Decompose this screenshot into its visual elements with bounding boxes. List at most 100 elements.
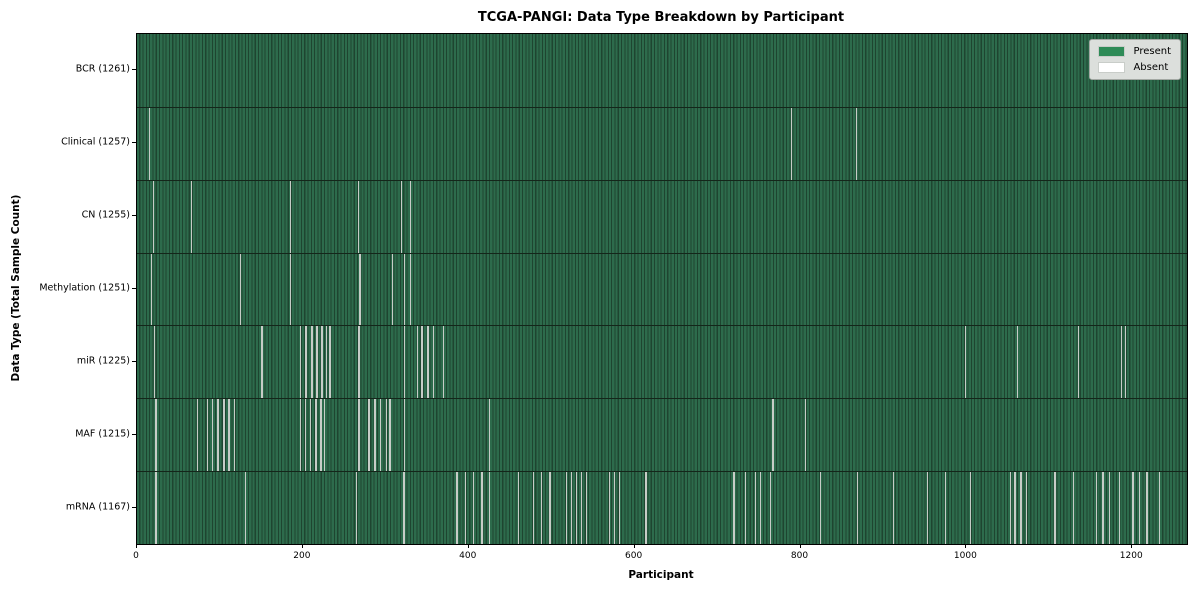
- absent-mark: [464, 472, 466, 544]
- absent-mark: [926, 472, 928, 544]
- absent-mark: [311, 326, 313, 399]
- absent-mark: [239, 253, 242, 326]
- y-tick-label-MAF: MAF (1215): [75, 428, 130, 440]
- absent-mark: [234, 399, 236, 472]
- absent-mark: [565, 472, 568, 544]
- x-tick-mark: [633, 544, 635, 548]
- absent-swatch-icon: [1098, 62, 1126, 73]
- absent-mark: [1138, 472, 1141, 544]
- x-tick-mark: [467, 544, 469, 548]
- absent-mark: [190, 180, 193, 253]
- absent-mark: [549, 472, 551, 544]
- x-axis-label: Participant: [628, 569, 694, 581]
- absent-mark: [819, 472, 821, 544]
- absent-mark: [532, 472, 534, 544]
- absent-mark: [359, 253, 361, 326]
- absent-mark: [804, 399, 807, 472]
- absent-mark: [304, 399, 306, 472]
- y-tick-label-Methylation: Methylation (1251): [39, 282, 130, 294]
- absent-mark: [645, 472, 647, 544]
- absent-mark: [1026, 472, 1028, 544]
- x-tick-label-0: 0: [133, 551, 139, 561]
- absent-mark: [608, 472, 611, 544]
- legend-item-absent: Absent: [1098, 62, 1171, 73]
- y-tick-mark: [132, 506, 136, 508]
- absent-mark: [416, 326, 418, 399]
- absent-mark: [772, 399, 774, 472]
- absent-mark: [1020, 472, 1022, 544]
- absent-mark: [309, 399, 311, 472]
- absent-mark: [326, 326, 328, 399]
- absent-mark: [316, 326, 318, 399]
- x-tick-mark: [965, 544, 967, 548]
- absent-mark: [305, 326, 307, 399]
- x-tick-label-200: 200: [293, 551, 311, 561]
- absent-mark: [389, 399, 391, 472]
- legend-item-present: Present: [1098, 46, 1171, 57]
- legend: Present Absent: [1089, 39, 1181, 80]
- absent-mark: [155, 472, 157, 544]
- absent-mark: [488, 399, 491, 472]
- absent-mark: [1009, 472, 1011, 544]
- absent-mark: [358, 399, 360, 472]
- legend-label: Absent: [1133, 62, 1169, 73]
- absent-mark: [769, 472, 772, 544]
- absent-mark: [1095, 472, 1098, 544]
- absent-mark: [964, 326, 967, 399]
- absent-mark: [754, 472, 757, 544]
- y-tick-mark: [132, 288, 136, 289]
- absent-mark: [148, 107, 150, 180]
- absent-mark: [404, 399, 406, 472]
- y-tick-label-mRNA: mRNA (1167): [65, 501, 130, 513]
- absent-mark: [357, 180, 359, 253]
- absent-mark: [329, 326, 331, 399]
- x-tick-mark: [799, 544, 801, 548]
- absent-mark: [391, 253, 393, 326]
- absent-mark: [1120, 326, 1123, 399]
- absent-mark: [517, 472, 520, 544]
- absent-mark: [944, 472, 947, 544]
- absent-mark: [299, 399, 301, 472]
- present-swatch-icon: [1098, 46, 1126, 57]
- absent-mark: [223, 399, 225, 472]
- absent-mark: [472, 472, 475, 544]
- absent-mark: [1077, 326, 1079, 399]
- absent-mark: [323, 399, 325, 472]
- chart-title: TCGA-PANGI: Data Type Breakdown by Parti…: [477, 10, 845, 25]
- x-tick-mark: [136, 544, 137, 548]
- absent-mark: [206, 399, 209, 472]
- absent-mark: [1014, 472, 1016, 544]
- y-tick-mark: [132, 215, 136, 217]
- absent-mark: [443, 326, 445, 399]
- y-tick-mark: [132, 69, 136, 71]
- absent-mark: [433, 326, 435, 399]
- absent-mark: [153, 326, 155, 399]
- absent-mark: [1124, 326, 1127, 399]
- absent-mark: [540, 472, 543, 544]
- absent-mark: [969, 472, 972, 544]
- row-MAF: [137, 398, 1187, 472]
- absent-mark: [404, 326, 406, 399]
- absent-mark: [380, 399, 382, 472]
- x-tick-mark: [301, 544, 303, 548]
- absent-mark: [585, 472, 588, 544]
- absent-mark: [1016, 326, 1019, 399]
- absent-mark: [421, 326, 423, 399]
- absent-mark: [228, 399, 230, 472]
- absent-mark: [409, 180, 412, 253]
- absent-mark: [580, 472, 583, 544]
- absent-mark: [374, 399, 376, 472]
- plot-area: [136, 33, 1188, 545]
- absent-mark: [261, 326, 263, 399]
- absent-mark: [321, 326, 323, 399]
- absent-mark: [217, 399, 219, 472]
- absent-mark: [196, 399, 199, 472]
- absent-mark: [155, 399, 157, 472]
- row-BCR: [137, 34, 1187, 107]
- absent-mark: [1158, 472, 1161, 544]
- absent-mark: [244, 472, 247, 544]
- absent-mark: [744, 472, 747, 544]
- absent-mark: [355, 472, 358, 544]
- absent-mark: [400, 180, 403, 253]
- row-Clinical: [137, 106, 1187, 180]
